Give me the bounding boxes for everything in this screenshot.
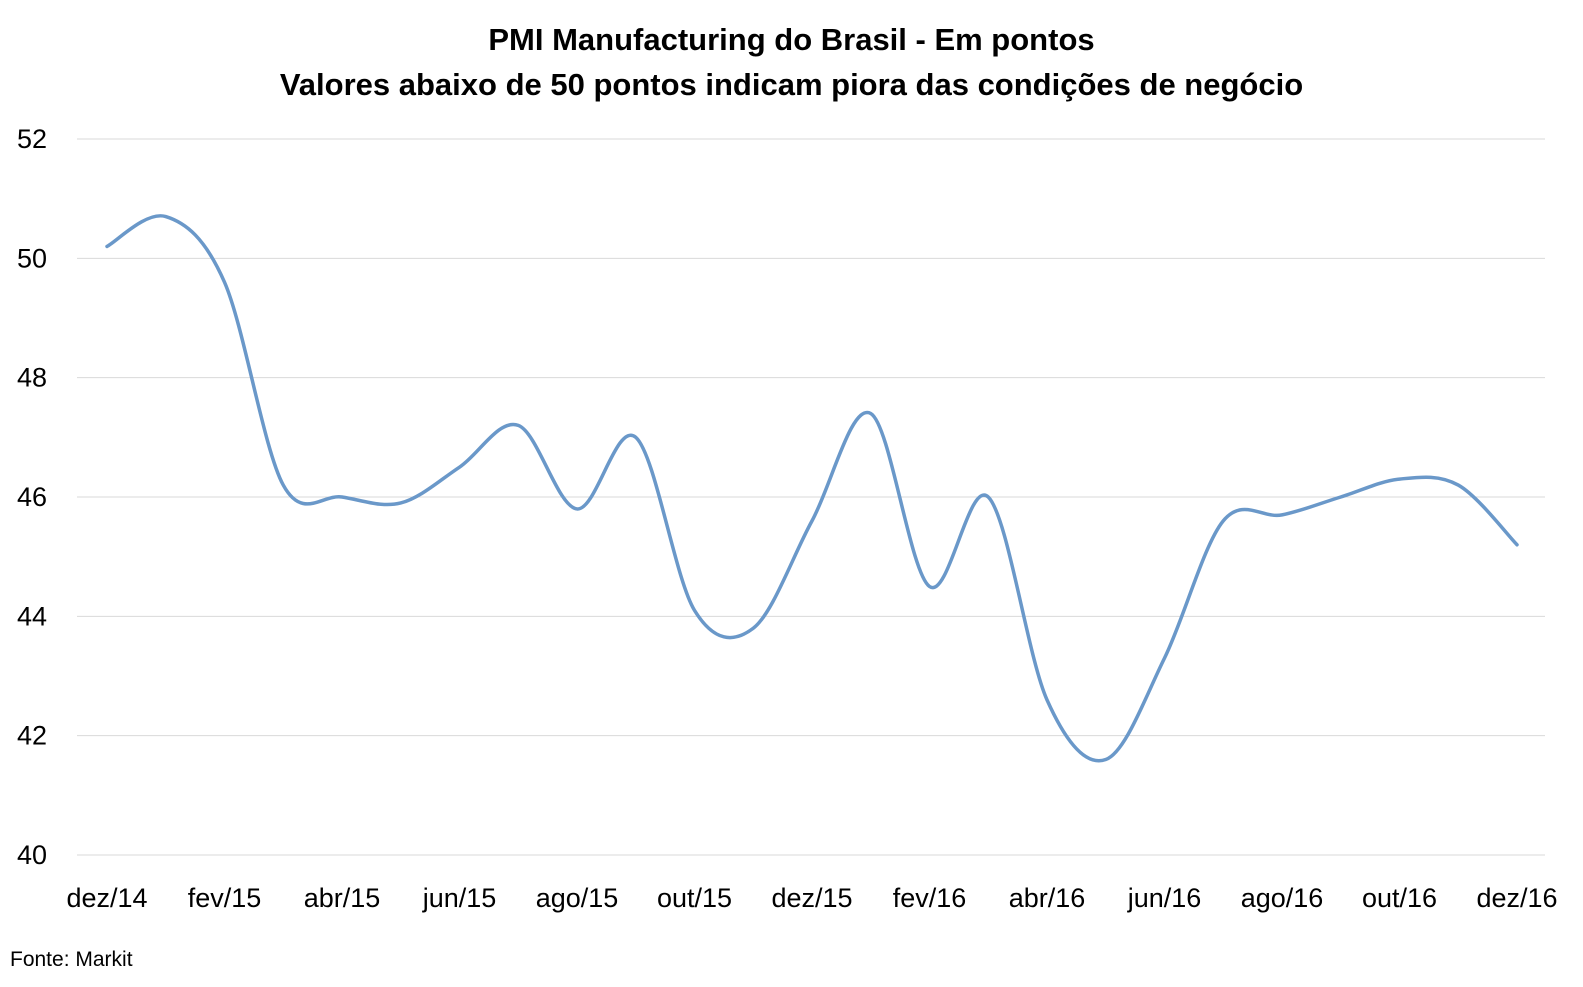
chart-subtitle: Valores abaixo de 50 pontos indicam pior… [279,67,1304,102]
y-axis-ticks: 40 42 44 46 48 50 52 [17,124,47,870]
y-tick-label: 52 [17,124,47,154]
x-tick-label: fev/16 [893,883,967,913]
x-tick-label: jun/15 [422,883,497,913]
chart-title: PMI Manufacturing do Brasil - Em pontos [488,22,1095,57]
y-tick-label: 48 [17,363,47,393]
x-tick-label: abr/16 [1009,883,1086,913]
x-axis-ticks: dez/14 fev/15 abr/15 jun/15 ago/15 out/15 dez/… [66,883,1557,913]
x-tick-label: fev/15 [188,883,262,913]
x-tick-label: abr/15 [304,883,381,913]
x-tick-label: out/15 [657,883,732,913]
y-tick-label: 42 [17,721,47,751]
series-layer [105,214,1519,763]
x-tick-label: jun/16 [1127,883,1202,913]
x-tick-label: dez/15 [771,883,852,913]
x-tick-label: ago/16 [1241,883,1324,913]
source-note: Fonte: Markit [10,948,133,971]
series-line-0 [105,214,1519,763]
gridlines [77,138,1545,856]
x-tick-label: ago/15 [536,883,619,913]
y-tick-label: 46 [17,482,47,512]
x-tick-label: dez/14 [66,883,147,913]
y-tick-label: 50 [17,243,47,273]
x-tick-label: dez/16 [1476,883,1557,913]
x-tick-label: out/16 [1362,883,1437,913]
y-tick-label: 44 [17,601,47,631]
y-tick-label: 40 [17,840,47,870]
